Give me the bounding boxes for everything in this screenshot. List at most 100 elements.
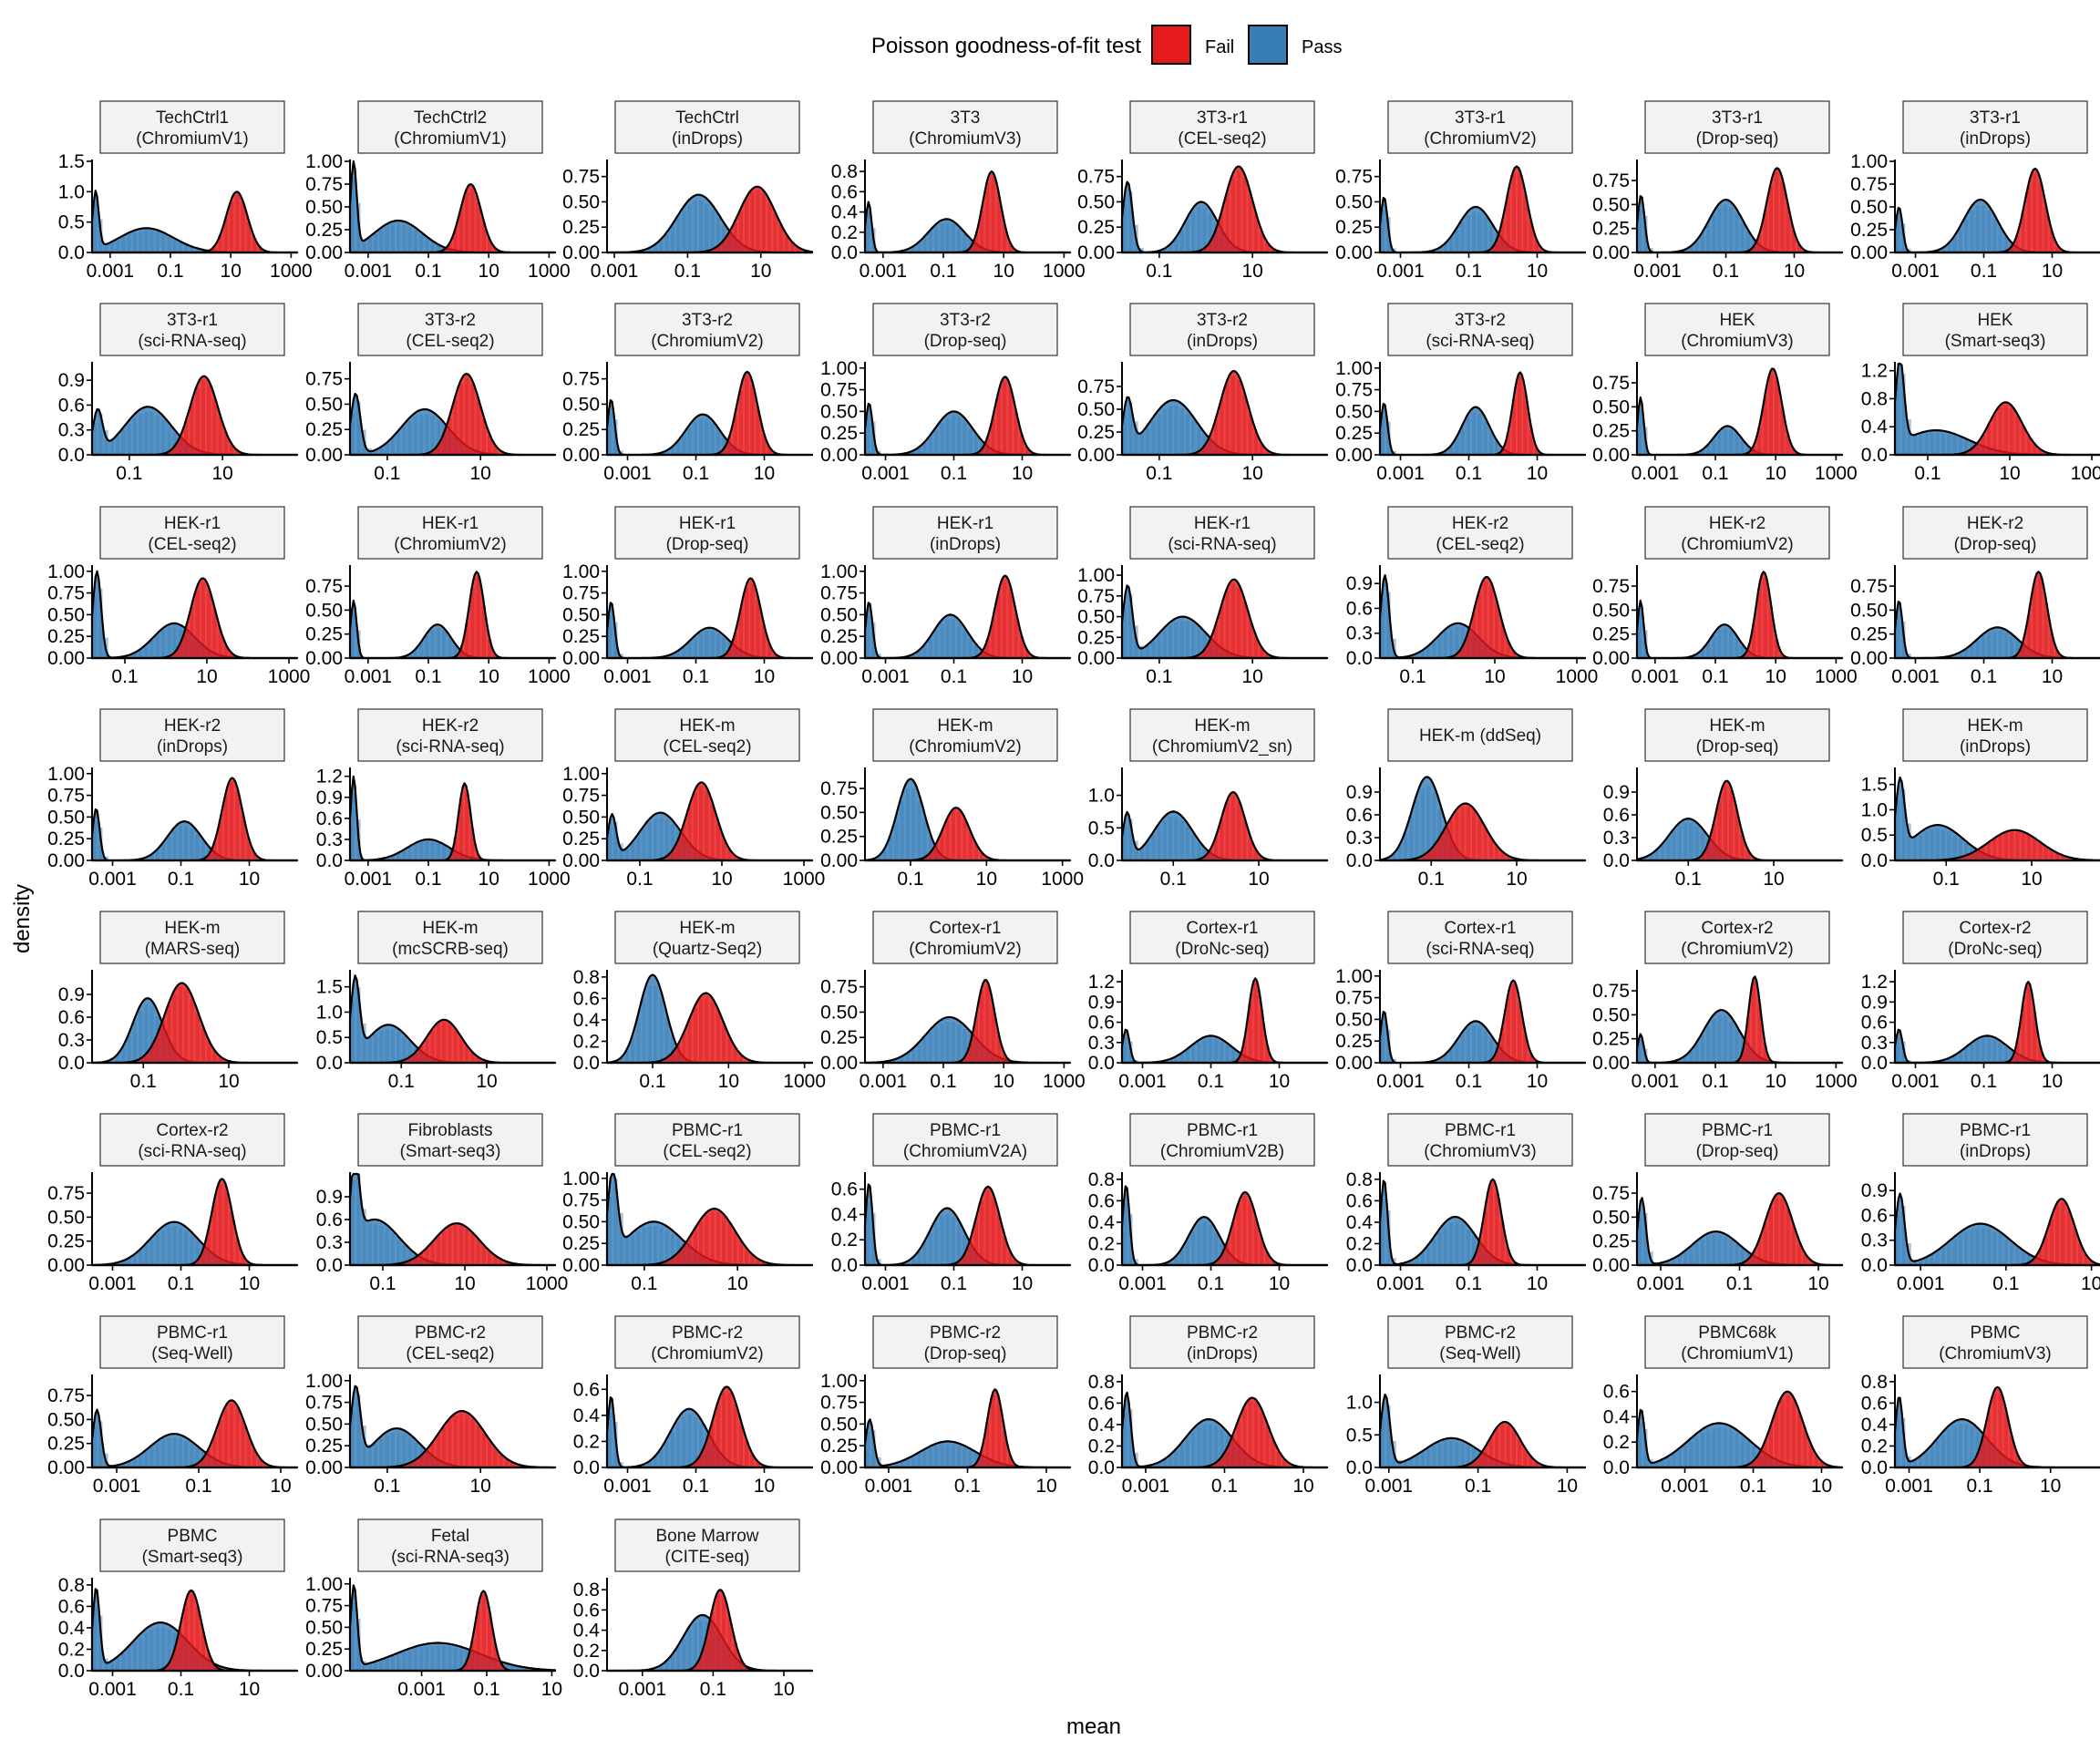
facet-panel: PBMC-r2(Seq-Well) 0.0 0.5 1.0 0.001 0.1 10 (1346, 1315, 1587, 1497)
facet-label-line2: (Drop-seq) (924, 1344, 1007, 1364)
x-tick-label: 0.001 (93, 1476, 141, 1497)
x-tick-label: 0.1 (683, 1476, 709, 1497)
facet-panel: HEK-r1 (Drop-seq) 0.000.250.500.751.00 0.00… (562, 506, 814, 687)
facet-label-line2: (ChromiumV2) (1681, 535, 1794, 554)
fail-density-area (605, 1589, 814, 1673)
x-tick-label: 1000 (783, 869, 826, 890)
x-tick-label: 10 (541, 1679, 562, 1700)
x-tick-label: 10 (2081, 1273, 2100, 1294)
y-tick-label: 0.0 (1861, 445, 1888, 466)
facet-panel: PBMC-r1 (inDrops) 0.0 0.3 0.6 0.9 0.001 0.1 10 (1861, 1113, 2100, 1294)
facet-label-line2: (Seq-Well) (151, 1344, 232, 1364)
x-tick-label: 1000 (1815, 463, 1858, 484)
y-tick-label: 0.8 (1088, 1169, 1115, 1190)
y-tick-label: 0.6 (58, 1596, 85, 1617)
facet-label-line1: HEK-r1 (679, 514, 736, 533)
facet-label-line2: (ChromiumV2) (1424, 129, 1537, 149)
pass-density-area (1635, 1009, 1844, 1065)
x-tick-label: 10 (1527, 463, 1548, 484)
y-tick-label: 0.25 (47, 626, 85, 647)
y-tick-label: 1.00 (1335, 358, 1373, 379)
x-tick-label: 0.1 (941, 666, 967, 687)
facet-label-line1: Cortex-r1 (1186, 919, 1258, 938)
y-tick-label: 0.8 (58, 1575, 85, 1596)
facet-strip (614, 100, 800, 154)
facet-panel: TechCtrl1(ChromiumV1) 0.0 0.5 1.0 1.5 0.001 0.… (58, 100, 313, 282)
y-tick-label: 1.00 (47, 764, 85, 785)
x-tick-label: 1000 (528, 869, 571, 890)
facet-strip (99, 303, 285, 356)
x-tick-label: 0.1 (1146, 666, 1172, 687)
pass-density-area (348, 1584, 557, 1673)
y-tick-label: 0.50 (1850, 197, 1888, 218)
y-tick-label: 0.6 (1088, 1013, 1115, 1034)
fail-density-area (605, 1385, 814, 1469)
x-tick-label: 10 (754, 1476, 775, 1497)
y-tick-label: 0.6 (1346, 1190, 1373, 1211)
y-tick-label: 0.25 (1592, 219, 1630, 240)
x-tick-label: 0.001 (1661, 1476, 1709, 1497)
facet-strip (614, 303, 800, 356)
facet-label-line1: PBMC (168, 1527, 218, 1546)
facet-strip (357, 1518, 543, 1572)
x-tick-label: 0.1 (700, 1679, 726, 1700)
x-tick-label: 10 (1811, 1476, 1832, 1497)
y-tick-label: 0.0 (831, 1255, 858, 1276)
y-tick-label: 0.2 (573, 1431, 600, 1452)
y-tick-label: 0.25 (820, 423, 858, 444)
x-tick-label: 10 (1269, 1071, 1290, 1092)
x-tick-label: 0.1 (1992, 1273, 2019, 1294)
y-tick-label: 0.00 (305, 1661, 343, 1682)
y-tick-label: 0.3 (1346, 828, 1373, 849)
x-tick-label: 0.1 (157, 261, 183, 282)
y-tick-label: 1.00 (305, 1371, 343, 1392)
y-tick-label: 0.25 (1077, 422, 1115, 443)
y-axis-title: density (10, 884, 35, 953)
y-tick-label: 0.50 (1335, 1009, 1373, 1030)
y-tick-label: 1.5 (316, 977, 343, 998)
facet-strip (1644, 1113, 1830, 1167)
y-tick-label: 0.50 (305, 394, 343, 415)
y-tick-label: 0.00 (305, 445, 343, 466)
facet-label-line2: (CEL-seq2) (663, 1142, 751, 1161)
y-tick-label: 0.25 (1335, 423, 1373, 444)
facet-label-line2: (ChromiumV2_sn) (1152, 737, 1292, 757)
fail-density-area (863, 1185, 1072, 1267)
x-tick-label: 1000 (528, 666, 571, 687)
y-tick-label: 1.00 (562, 1168, 600, 1189)
y-tick-label: 0.25 (1592, 421, 1630, 442)
x-tick-label: 0.001 (1365, 1476, 1414, 1497)
y-tick-label: 0.2 (573, 1641, 600, 1662)
facet-label-line2: (sci-RNA-seq) (1426, 940, 1534, 959)
y-tick-label: 0.50 (1592, 1004, 1630, 1025)
facet-label-line1: HEK-r2 (164, 716, 221, 736)
y-tick-label: 0.75 (305, 174, 343, 195)
y-tick-label: 1.00 (820, 1371, 858, 1392)
facet-panel: PBMC-r1 (ChromiumV3) 0.00.20.40.60.8 0.001 0… (1346, 1113, 1587, 1294)
y-tick-label: 0.25 (562, 217, 600, 238)
facet-panel: PBMC-r1 (CEL-seq2) 0.000.250.500.751.00 0.1… (562, 1113, 814, 1294)
facet-label-line1: 3T3-r1 (1455, 108, 1506, 128)
y-tick-label: 0.6 (1603, 805, 1630, 826)
x-tick-label: 10 (1527, 1071, 1548, 1092)
pass-density-area (1378, 197, 1587, 254)
facet-strip (99, 100, 285, 154)
y-tick-label: 0.4 (573, 1010, 601, 1031)
x-tick-label: 10 (1269, 1273, 1290, 1294)
facet-panel: HEK-r2(sci-RNA-seq) 0.00.30.60.91.2 0.001 0… (316, 708, 571, 890)
facet-label-line2: (inDrops) (672, 129, 743, 149)
facet-strip (1902, 506, 2088, 560)
y-tick-label: 0.4 (1861, 417, 1889, 438)
y-tick-label: 0.2 (1346, 1233, 1373, 1254)
y-tick-label: 0.4 (1346, 1212, 1374, 1233)
facet-label-line2: (ChromiumV1) (1681, 1344, 1794, 1364)
facet-label-line1: PBMC-r1 (930, 1121, 1001, 1140)
x-tick-label: 0.1 (388, 1071, 415, 1092)
facet-panel: PBMC-r1 (ChromiumV2B) 0.00.20.40.60.8 0.001… (1088, 1113, 1329, 1294)
x-tick-label: 0.1 (941, 463, 967, 484)
facet-label-line1: HEK-m (937, 716, 993, 736)
fail-density-area (348, 373, 557, 457)
y-tick-label: 0.6 (1088, 1393, 1115, 1414)
x-tick-label: 0.001 (861, 463, 910, 484)
y-tick-label: 0.2 (1861, 1436, 1888, 1457)
